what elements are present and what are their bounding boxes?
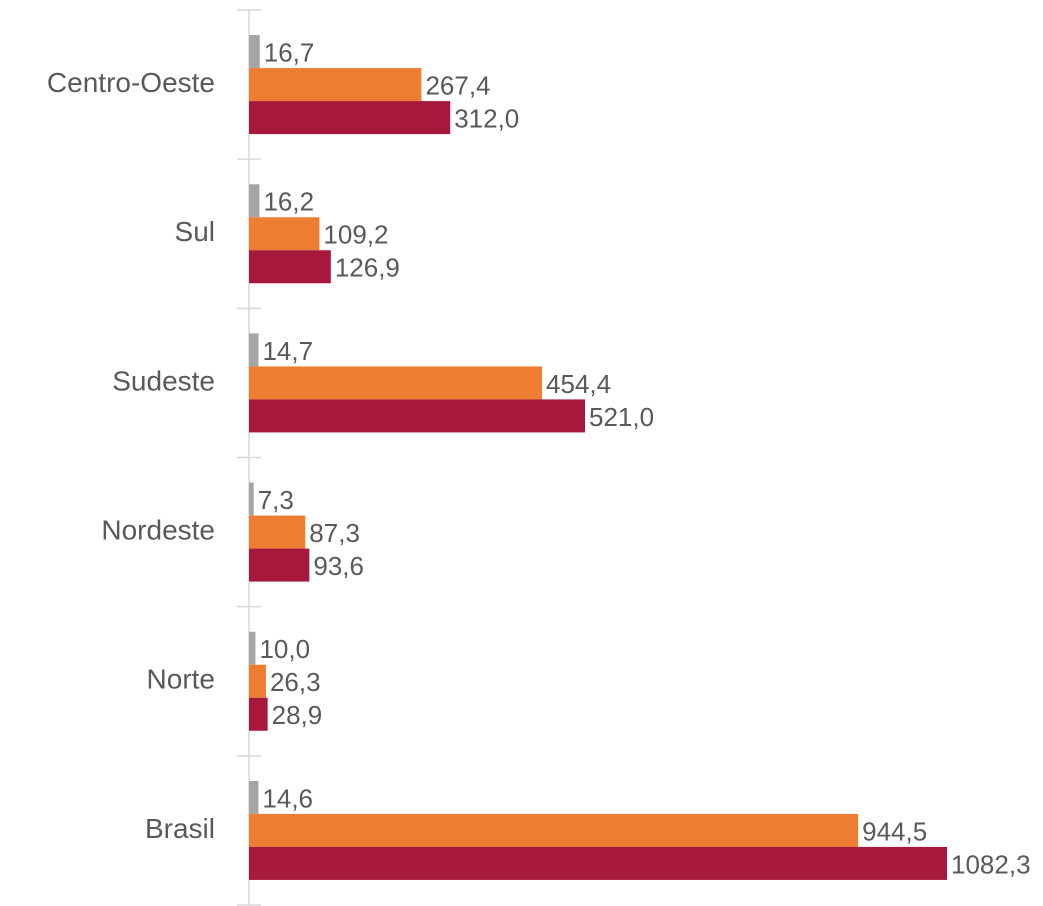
bar (249, 35, 260, 69)
value-label: 16,7 (264, 37, 315, 67)
bar (249, 366, 543, 400)
bar (249, 482, 254, 516)
category-label: Sul (175, 216, 215, 247)
value-label: 14,6 (262, 783, 313, 813)
bar (249, 548, 310, 582)
category-label: Sudeste (112, 365, 215, 396)
value-label: 126,9 (335, 253, 400, 283)
bar (249, 515, 306, 549)
bar (249, 184, 260, 218)
category-label: Centro-Oeste (47, 67, 215, 98)
bar (249, 631, 256, 665)
value-label: 312,0 (454, 103, 519, 133)
category-label: Nordeste (101, 514, 215, 545)
bar (249, 697, 268, 731)
bar (249, 846, 947, 880)
bar (249, 101, 451, 135)
bar (249, 333, 259, 367)
value-label: 10,0 (259, 634, 310, 664)
value-label: 28,9 (272, 700, 323, 730)
value-label: 267,4 (425, 70, 490, 100)
value-label: 26,3 (270, 667, 321, 697)
value-label: 14,7 (262, 336, 313, 366)
value-label: 944,5 (862, 816, 927, 846)
bar (249, 217, 320, 251)
category-label: Brasil (145, 813, 215, 844)
bar (249, 399, 586, 433)
value-label: 16,2 (263, 187, 314, 217)
bar (249, 780, 259, 814)
value-label: 1082,3 (951, 849, 1031, 879)
value-label: 93,6 (313, 551, 364, 581)
value-label: 454,4 (546, 369, 611, 399)
bar (249, 250, 331, 284)
bar (249, 68, 422, 102)
category-label: Norte (147, 664, 215, 695)
value-label: 87,3 (309, 518, 360, 548)
value-label: 7,3 (258, 485, 294, 515)
bar (249, 664, 266, 698)
bar (249, 813, 859, 847)
value-label: 109,2 (323, 220, 388, 250)
value-label: 521,0 (589, 402, 654, 432)
